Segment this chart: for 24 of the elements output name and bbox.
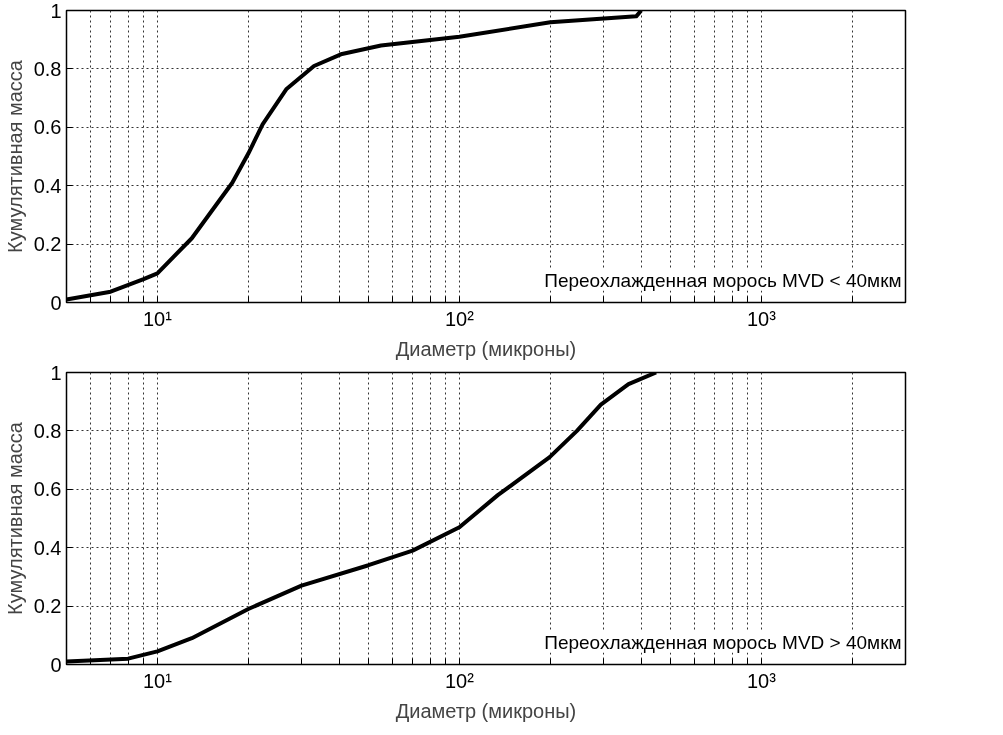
y-tick-label: 0.2 xyxy=(33,233,62,256)
y-tick-label: 1 xyxy=(50,0,62,22)
y-tick-label: 0.6 xyxy=(33,478,62,501)
x-tick-label: 10³ xyxy=(746,669,777,692)
annotation: Переохлажденная морось MVD > 40мкм xyxy=(544,631,902,653)
x-axis-title: Диаметр (микроны) xyxy=(395,337,577,360)
y-tick-label: 0.4 xyxy=(33,536,62,559)
y-tick-label: 0.6 xyxy=(33,116,62,139)
y-tick-label: 0 xyxy=(50,653,62,676)
x-tick-label: 10² xyxy=(444,307,475,330)
y-axis-title: Кумулятивная масса xyxy=(3,421,26,615)
x-tick-label: 10¹ xyxy=(142,669,173,692)
x-axis-title: Диаметр (микроны) xyxy=(395,699,577,722)
y-tick-label: 0.2 xyxy=(33,595,62,618)
x-tick-label: 10² xyxy=(444,669,475,692)
y-axis-title: Кумулятивная масса xyxy=(3,59,26,253)
x-tick-label: 10¹ xyxy=(142,307,173,330)
y-tick-label: 0.4 xyxy=(33,174,62,197)
annotation: Переохлажденная морось MVD < 40мкм xyxy=(544,269,902,291)
y-tick-label: 1 xyxy=(50,361,62,384)
x-tick-label: 10³ xyxy=(746,307,777,330)
y-tick-label: 0.8 xyxy=(33,57,62,80)
y-tick-label: 0 xyxy=(50,291,62,314)
y-tick-label: 0.8 xyxy=(33,419,62,442)
